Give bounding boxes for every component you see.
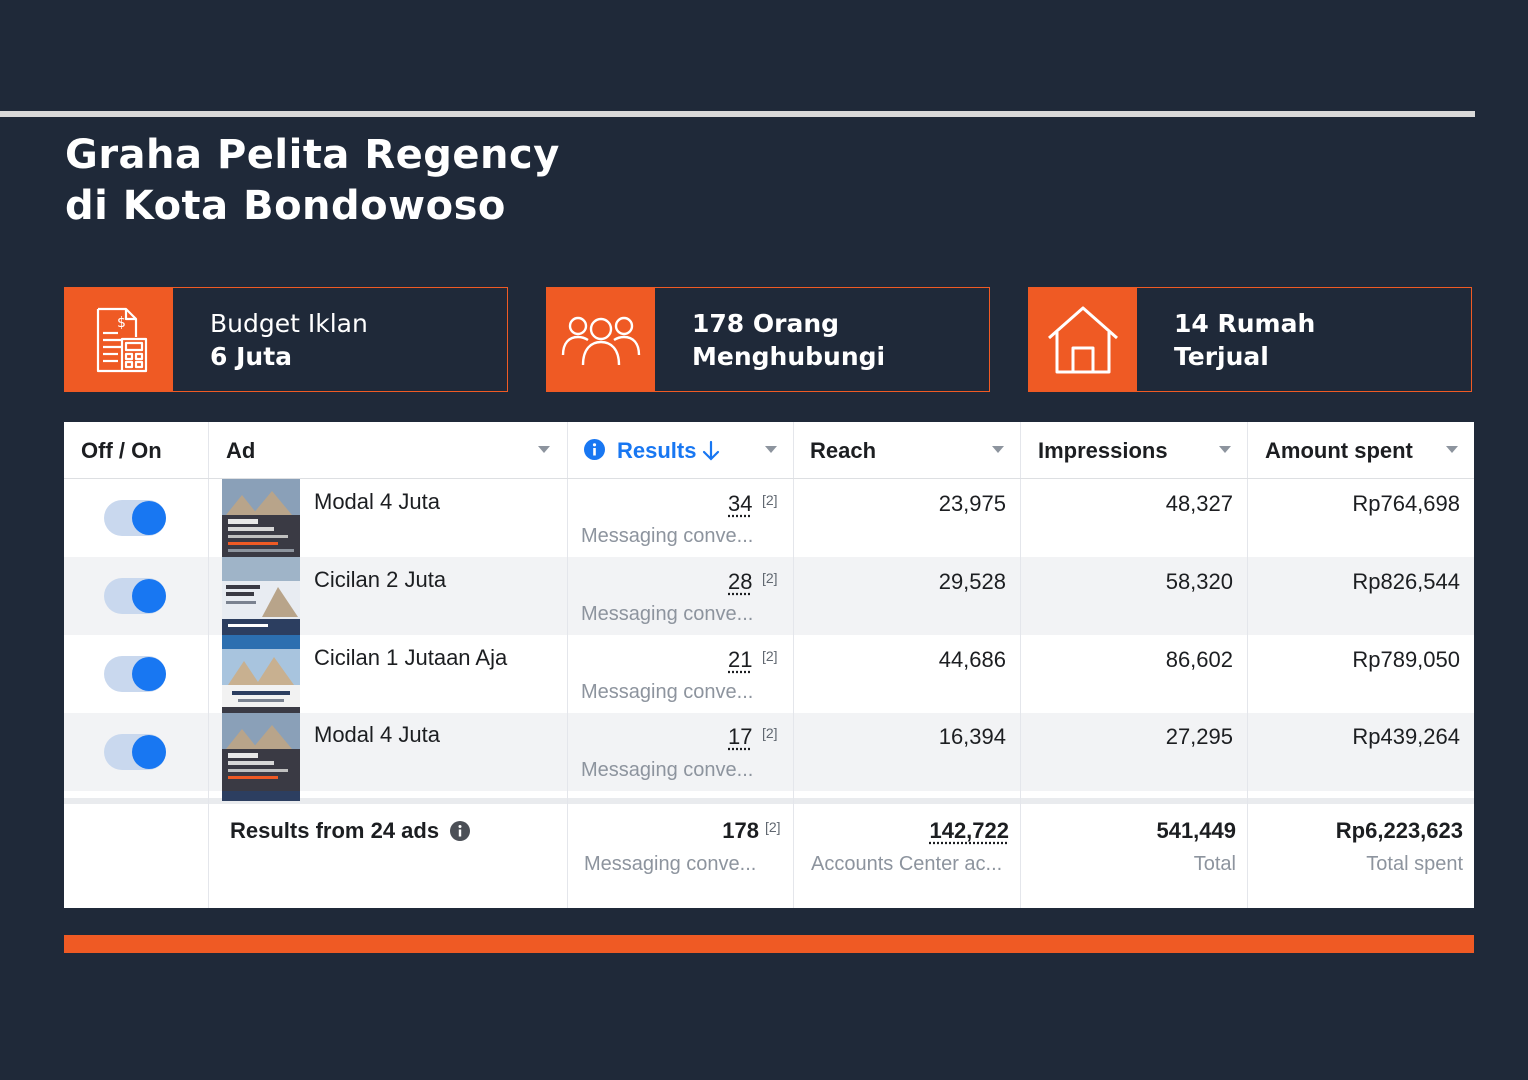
summary-reach-value[interactable]: 142,722 [929, 818, 1009, 843]
header-ad[interactable]: Ad [226, 437, 256, 463]
ad-toggle[interactable] [104, 656, 166, 692]
results-value[interactable]: 34 [728, 491, 753, 516]
ad-name[interactable]: Cicilan 2 Juta [314, 567, 447, 592]
ad-toggle[interactable] [104, 734, 166, 770]
contacts-count: 178 Orang [692, 308, 840, 338]
impressions-value: 27,295 [1165, 724, 1233, 749]
header-results[interactable]: Results [617, 437, 697, 463]
summary-impressions-value: 541,449 [1156, 818, 1236, 843]
impressions-value: 86,602 [1165, 647, 1233, 672]
budget-label: Budget Iklan [210, 308, 368, 338]
ad-toggle[interactable] [104, 500, 166, 536]
ad-name[interactable]: Modal 4 Juta [314, 489, 440, 514]
reach-value: 44,686 [938, 647, 1006, 672]
ad-toggle[interactable] [104, 578, 166, 614]
sold-label: Terjual [1174, 341, 1269, 371]
summary-results-value: 178 [722, 818, 759, 843]
budget-value: 6 Juta [210, 341, 293, 371]
contacts-label: Menghubungi [692, 341, 886, 371]
amount-value: Rp764,698 [1352, 491, 1460, 516]
impressions-value: 58,320 [1165, 569, 1233, 594]
amount-value: Rp826,544 [1352, 569, 1460, 594]
results-type: Messaging conve... [581, 525, 754, 547]
ad-name[interactable]: Cicilan 1 Jutaan Aja [314, 645, 508, 670]
results-note: [2] [762, 725, 778, 741]
chevron-down-icon[interactable] [992, 446, 1004, 453]
chevron-down-icon[interactable] [1219, 446, 1231, 453]
results-note: [2] [762, 492, 778, 508]
results-type: Messaging conve... [581, 681, 754, 703]
reach-value: 23,975 [938, 491, 1006, 516]
contacts-card: 178 Orang Menghubungi [546, 287, 990, 392]
svg-text:$: $ [117, 315, 126, 331]
amount-value: Rp439,264 [1352, 724, 1460, 749]
ad-thumbnail[interactable] [222, 479, 300, 557]
ad-thumbnail[interactable] [222, 635, 300, 713]
table-header [64, 422, 1474, 479]
summary-amount-type: Total spent [1366, 853, 1463, 875]
reach-value: 29,528 [938, 569, 1006, 594]
sold-count: 14 Rumah [1174, 308, 1316, 338]
info-icon[interactable] [584, 439, 605, 460]
summary-divider [64, 798, 1474, 804]
title-line-2: di Kota Bondowoso [65, 183, 506, 229]
ad-thumbnail[interactable] [222, 557, 300, 635]
header-impressions[interactable]: Impressions [1038, 437, 1168, 463]
header-reach[interactable]: Reach [810, 437, 877, 463]
house-icon [1048, 306, 1118, 373]
summary-impressions-type: Total [1193, 853, 1236, 875]
people-group-icon [561, 316, 641, 365]
page-title: Graha Pelita Regency di Kota Bondowoso [65, 130, 560, 232]
results-type: Messaging conve... [581, 759, 754, 781]
amount-value: Rp789,050 [1352, 647, 1460, 672]
chevron-down-icon[interactable] [765, 446, 777, 453]
budget-card: $ Budget Iklan 6 Juta [64, 287, 508, 392]
results-type: Messaging conve... [581, 603, 754, 625]
summary-results-note: [2] [765, 819, 781, 835]
ads-results-table: Off / On Ad Results Reach Impressions Am… [64, 422, 1474, 908]
ad-name[interactable]: Modal 4 Juta [314, 722, 440, 747]
chevron-down-icon[interactable] [538, 446, 550, 453]
ad-thumbnail[interactable] [222, 713, 300, 801]
summary-label: Results from 24 ads [230, 818, 440, 843]
header-amount-spent[interactable]: Amount spent [1265, 437, 1413, 463]
title-line-1: Graha Pelita Regency [65, 132, 560, 178]
results-value[interactable]: 28 [728, 569, 753, 594]
summary-amount-value: Rp6,223,623 [1335, 818, 1463, 843]
results-value[interactable]: 21 [728, 647, 753, 672]
summary-results-type: Messaging conve... [584, 853, 757, 875]
impressions-value: 48,327 [1165, 491, 1233, 516]
sold-card: 14 Rumah Terjual [1028, 287, 1472, 392]
results-value[interactable]: 17 [728, 724, 753, 749]
budget-document-icon: $ [96, 307, 148, 372]
results-note: [2] [762, 648, 778, 664]
reach-value: 16,394 [938, 724, 1006, 749]
results-note: [2] [762, 570, 778, 586]
chevron-down-icon[interactable] [1446, 446, 1458, 453]
bottom-accent-bar [64, 935, 1474, 953]
summary-reach-type: Accounts Center ac... [811, 853, 1003, 875]
info-icon[interactable] [450, 821, 470, 841]
header-toggle: Off / On [81, 437, 162, 463]
top-divider [0, 111, 1475, 117]
sort-descending-icon[interactable] [702, 440, 720, 462]
summary-row [64, 804, 1474, 908]
